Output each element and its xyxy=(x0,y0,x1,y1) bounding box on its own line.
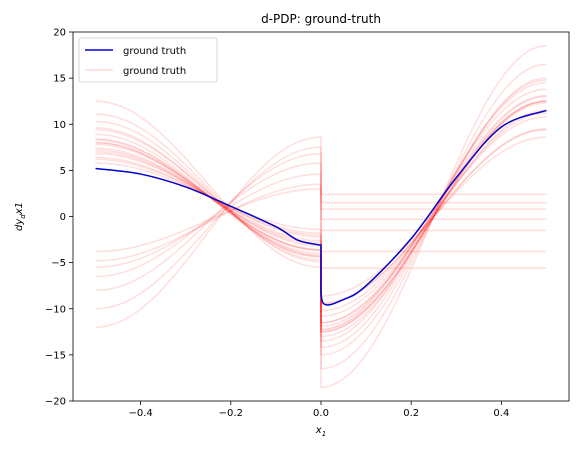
x-axis-ticks: −0.4 −0.2 0.0 0.2 0.4 xyxy=(128,401,509,419)
y-axis-label-tail: x1 xyxy=(14,202,25,215)
y-axis-ticks: −20 −15 −10 −5 0 5 10 15 20 xyxy=(45,28,73,408)
ice-curve xyxy=(95,63,547,370)
x-axis-label: x1 xyxy=(315,425,326,438)
x-tick-label: −0.4 xyxy=(128,408,152,419)
x-tick-label: 0.2 xyxy=(403,408,419,419)
ice-curve xyxy=(95,173,547,268)
ice-curve xyxy=(95,188,547,269)
x-tick-label: 0.4 xyxy=(493,408,509,419)
ice-curve xyxy=(95,162,547,278)
x-axis-label-main: x xyxy=(315,425,322,436)
ice-curve xyxy=(95,146,547,310)
chart-title: d-PDP: ground-truth xyxy=(261,12,381,26)
x-axis-label-subscript: 1 xyxy=(322,430,326,438)
y-axis-label: dydx1 xyxy=(14,202,27,231)
legend-label-ground-truth: ground truth xyxy=(123,46,186,57)
legend-box xyxy=(78,37,218,83)
y-tick-label: −15 xyxy=(45,350,66,361)
ice-curve xyxy=(95,79,547,349)
y-tick-label: 15 xyxy=(53,74,66,85)
y-tick-label: −20 xyxy=(45,397,66,408)
y-tick-label: −10 xyxy=(45,304,66,315)
ice-curve xyxy=(95,153,547,292)
y-axis-label-subscript: d xyxy=(19,214,27,219)
y-tick-label: 10 xyxy=(53,120,66,131)
y-tick-label: 20 xyxy=(53,28,66,39)
ice-curve xyxy=(95,136,547,328)
y-tick-label: −5 xyxy=(51,258,66,269)
y-axis-label-main: dy xyxy=(14,218,25,231)
ice-curve xyxy=(95,77,547,356)
ground-truth-line xyxy=(95,109,547,306)
legend: ground truth ground truth xyxy=(78,37,218,83)
x-tick-label: −0.2 xyxy=(219,408,243,419)
y-tick-label: 0 xyxy=(60,212,66,223)
y-tick-label: 5 xyxy=(60,166,66,177)
x-tick-label: 0.0 xyxy=(313,408,329,419)
ice-curves xyxy=(95,45,547,388)
ice-curve xyxy=(95,183,547,262)
legend-label-ground-truth-ice: ground truth xyxy=(123,66,186,77)
ground-truth-series xyxy=(95,109,547,306)
ice-curve xyxy=(95,45,547,388)
